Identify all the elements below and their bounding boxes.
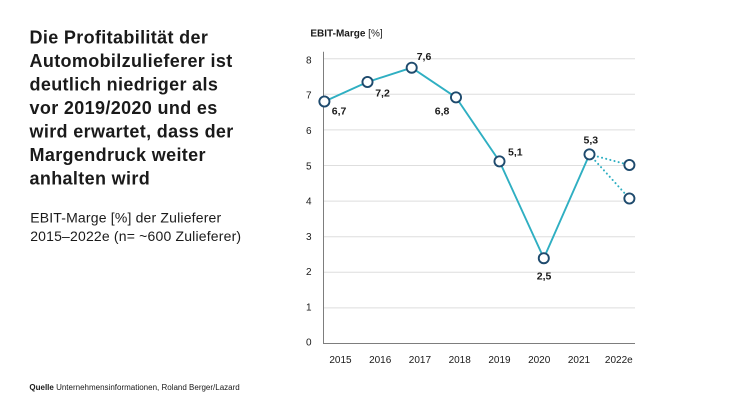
svg-text:5: 5 (306, 161, 312, 172)
svg-text:Margendruck weiter: Margendruck weiter (30, 145, 206, 165)
svg-text:2015–2022e (n= ~600 Zulieferer: 2015–2022e (n= ~600 Zulieferer) (30, 228, 241, 244)
svg-text:5,3: 5,3 (584, 134, 599, 146)
svg-text:7: 7 (306, 91, 312, 102)
svg-text:2016: 2016 (369, 355, 392, 366)
svg-text:deutlich niedriger als: deutlich niedriger als (30, 75, 219, 95)
svg-text:2017: 2017 (409, 355, 432, 366)
svg-text:0: 0 (306, 338, 312, 349)
svg-text:2019: 2019 (488, 355, 511, 366)
svg-text:2022e: 2022e (605, 355, 633, 366)
svg-text:EBIT-Marge [%] der Zulieferer: EBIT-Marge [%] der Zulieferer (30, 210, 221, 226)
svg-text:6,7: 6,7 (332, 106, 347, 118)
svg-text:3: 3 (306, 232, 312, 243)
svg-text:EBIT-Marge [%]: EBIT-Marge [%] (310, 29, 382, 40)
svg-text:8: 8 (306, 55, 312, 66)
svg-text:5,1: 5,1 (508, 147, 523, 159)
svg-text:7,6: 7,6 (417, 51, 432, 63)
svg-text:6: 6 (306, 126, 312, 137)
svg-text:wird erwartet, dass der: wird erwartet, dass der (29, 122, 234, 142)
svg-text:2: 2 (306, 267, 312, 278)
svg-text:4: 4 (306, 197, 312, 208)
svg-text:vor 2019/2020 und es: vor 2019/2020 und es (30, 98, 218, 118)
svg-text:1: 1 (306, 302, 312, 313)
svg-text:Automobilzulieferer ist: Automobilzulieferer ist (30, 51, 233, 71)
svg-text:Die Profitabilität der: Die Profitabilität der (30, 28, 209, 48)
svg-text:7,2: 7,2 (375, 88, 390, 100)
svg-text:2021: 2021 (568, 355, 591, 366)
svg-text:2018: 2018 (449, 355, 472, 366)
svg-text:6,8: 6,8 (435, 106, 450, 118)
svg-text:anhalten wird: anhalten wird (30, 169, 151, 189)
svg-text:Quelle Unternehmensinformation: Quelle Unternehmensinformationen, Roland… (29, 383, 239, 392)
svg-text:2020: 2020 (528, 355, 551, 366)
svg-text:2015: 2015 (329, 355, 352, 366)
svg-text:2,5: 2,5 (537, 270, 552, 282)
